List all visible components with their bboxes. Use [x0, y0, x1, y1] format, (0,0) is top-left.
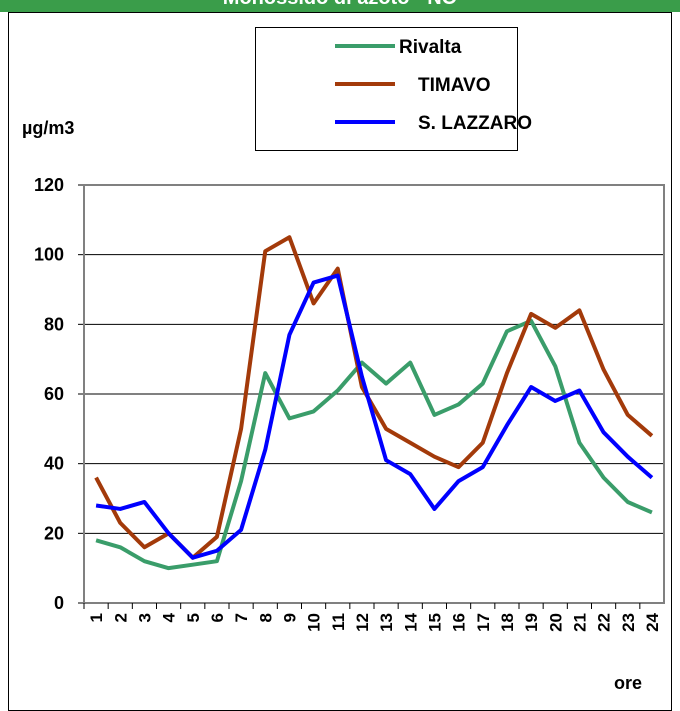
x-tick-label: 20	[546, 613, 565, 632]
x-tick-label: 3	[135, 613, 154, 622]
x-tick-label: 4	[160, 612, 179, 622]
x-tick-label: 23	[619, 613, 638, 632]
y-tick-label: 0	[54, 593, 64, 613]
x-tick-label: 10	[305, 613, 324, 632]
x-tick-label: 7	[232, 613, 251, 622]
y-axis-label: µg/m3	[22, 118, 74, 138]
x-tick-label: 6	[208, 613, 227, 622]
x-tick-label: 22	[595, 613, 614, 632]
series-line	[95, 273, 654, 560]
y-tick-label: 120	[34, 175, 64, 195]
chart-title: Monossido di azoto - NO	[223, 0, 457, 9]
y-tick-label: 100	[34, 245, 64, 265]
x-tick-label: 11	[329, 613, 348, 631]
y-tick-label: 40	[44, 454, 64, 474]
legend-label: Rivalta	[399, 37, 462, 58]
x-tick-label: 8	[256, 613, 275, 622]
x-tick-label: 9	[280, 613, 299, 622]
x-tick-label: 17	[474, 613, 493, 632]
x-axis-label: ore	[614, 673, 642, 693]
y-tick-label: 20	[44, 523, 64, 543]
x-tick-label: 16	[450, 613, 469, 632]
x-tick-label: 15	[425, 613, 444, 632]
x-tick-label: 19	[522, 613, 541, 632]
x-tick-label: 13	[377, 613, 396, 632]
y-tick-label: 60	[44, 384, 64, 404]
y-tick-label: 80	[44, 314, 64, 334]
x-tick-label: 24	[643, 612, 662, 631]
legend-label: TIMAVO	[418, 75, 490, 96]
series-line	[94, 235, 654, 560]
x-tick-label: 21	[570, 613, 589, 632]
x-tick-label: 18	[498, 613, 517, 632]
title-banner	[0, 0, 680, 12]
x-tick-label: 12	[353, 613, 372, 632]
x-tick-label: 2	[111, 613, 130, 622]
legend-label: S. LAZZARO	[418, 113, 532, 134]
x-tick-label: 1	[87, 613, 106, 622]
x-tick-label: 14	[401, 612, 420, 631]
series-line	[95, 318, 653, 571]
x-tick-label: 5	[184, 613, 203, 622]
